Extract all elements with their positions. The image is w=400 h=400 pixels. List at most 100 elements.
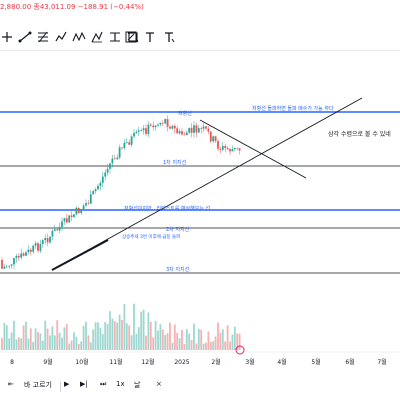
candle-body: [39, 244, 42, 251]
volume-bar: [97, 322, 99, 350]
volume-bar: [178, 338, 181, 350]
candle-body: [63, 218, 66, 222]
candle-body: [142, 128, 145, 131]
candle-body: [224, 145, 227, 149]
candle-body: [80, 209, 83, 213]
x-axis-label: 11월: [109, 358, 122, 366]
triangle-upper-line: [199, 119, 307, 179]
candle-body: [53, 229, 56, 231]
volume-bar: [229, 341, 231, 350]
quote-text: 2,880.00 종43,011.09 −188.91 (−0.44%): [0, 3, 144, 11]
x-axis-label: 6월: [345, 358, 354, 366]
volume-bar: [202, 343, 205, 350]
candle-body: [101, 176, 104, 183]
range-label[interactable]: 바 고르기: [24, 381, 52, 389]
volume-bar: [85, 321, 87, 350]
volume-bar: [13, 320, 15, 350]
price-chart[interactable]: 저항선 저항선 돌파하면 돌파 매수가 가능 하다 삼각 수렴으로 볼 수 있네…: [0, 60, 400, 375]
volume-bar: [135, 333, 138, 350]
bar-replay-icon[interactable]: ⇤: [8, 380, 14, 388]
breakout-note: 저항선 돌파하면 돌파 매수가 가능 하다: [252, 105, 334, 112]
candle-body: [164, 119, 167, 124]
candle-body: [5, 266, 8, 268]
quote-bar: 2,880.00 종43,011.09 −188.91 (−0.44%): [0, 0, 400, 16]
volume-bar: [161, 329, 164, 350]
volume-bar: [34, 328, 37, 350]
volume-bar: [68, 343, 71, 350]
volume-bar: [195, 343, 198, 350]
volume-bar: [65, 324, 68, 350]
candle-body: [190, 127, 193, 133]
volume-bar: [147, 312, 150, 350]
candle-body: [181, 131, 183, 135]
candle-body: [130, 136, 133, 145]
candle-body: [25, 252, 27, 256]
candle-body: [106, 168, 109, 173]
candle-body: [214, 136, 217, 142]
candle-body: [178, 131, 181, 134]
volume-bar: [123, 304, 126, 350]
step-forward-icon[interactable]: ▶|: [80, 380, 88, 388]
volume-bar: [58, 332, 61, 350]
volume-bar: [56, 320, 59, 350]
candle-body: [238, 148, 241, 151]
candle-body: [3, 266, 6, 269]
volume-bar: [154, 320, 157, 350]
candle-body: [75, 207, 78, 215]
volume-bar: [200, 329, 203, 350]
candle-body: [82, 205, 85, 210]
volume-bar: [133, 303, 135, 350]
candle-body: [97, 185, 99, 190]
close-icon[interactable]: ×: [156, 380, 162, 388]
candle-body: [233, 147, 236, 150]
volume-bar: [217, 322, 219, 350]
volume-bar: [87, 335, 90, 350]
volume-bar: [44, 320, 47, 350]
x-axis-label: 5월: [311, 358, 320, 366]
x-axis-label: 4월: [277, 358, 286, 366]
fib-retracement-icon[interactable]: [36, 30, 50, 44]
candle-body: [229, 148, 231, 152]
volume-bar: [152, 337, 155, 350]
candle-body: [173, 125, 176, 129]
volume-bar: [92, 329, 95, 350]
play-icon[interactable]: ▶: [64, 380, 70, 388]
brush-icon[interactable]: [54, 30, 68, 44]
drawing-toolbar: [0, 24, 400, 51]
candle-body: [20, 253, 23, 258]
text-annotation-icon[interactable]: [162, 30, 176, 44]
candle-body: [221, 145, 224, 150]
candle-body: [34, 243, 37, 246]
volume-bar: [46, 328, 49, 350]
volume-bar: [159, 324, 162, 350]
forward-icon[interactable]: ⏭: [100, 380, 107, 388]
bottom-toolbar: ⇤ 바 고르기 ▶ ▶| ⏭ 1x 날 ×: [0, 374, 400, 400]
candle-body: [104, 172, 107, 177]
candle-body: [68, 215, 71, 223]
x-axis-label: 8: [10, 359, 14, 366]
candle-body: [44, 238, 47, 241]
interval-label[interactable]: 1x: [116, 380, 125, 388]
interval2-label[interactable]: 날: [134, 381, 141, 389]
text-icon[interactable]: [143, 30, 157, 44]
candle-body: [128, 142, 131, 145]
candle-body: [77, 207, 80, 213]
volume-bar: [89, 342, 92, 350]
rectangle-icon[interactable]: [126, 30, 140, 44]
pattern-icon[interactable]: [72, 30, 86, 44]
volume-bar: [73, 332, 75, 350]
candle-body: [87, 203, 90, 204]
projection-icon[interactable]: [108, 30, 122, 44]
trend-line-icon[interactable]: [18, 30, 32, 44]
x-axis-label: 10월: [75, 358, 88, 366]
volume-bar: [77, 343, 80, 350]
candle-body: [217, 141, 219, 149]
candle-body: [109, 163, 111, 169]
candle-body: [125, 142, 128, 143]
path-icon[interactable]: [90, 30, 104, 44]
uptrend-line-bold: [51, 239, 109, 271]
crosshair-icon[interactable]: [0, 30, 14, 44]
candle-body: [140, 130, 143, 131]
candle-body: [171, 125, 174, 129]
candle-body: [29, 249, 32, 252]
